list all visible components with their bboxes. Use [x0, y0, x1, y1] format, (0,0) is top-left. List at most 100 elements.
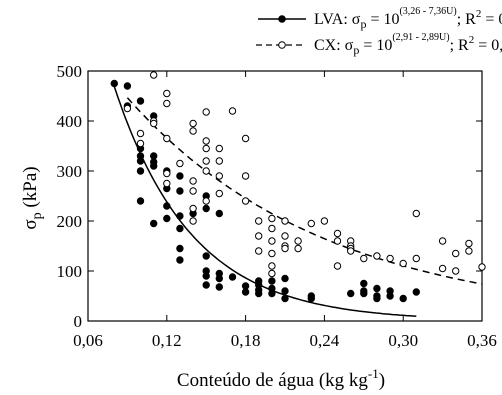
point-lva [268, 277, 276, 285]
point-lva [281, 294, 289, 303]
point-cx [255, 217, 263, 225]
point-cx [163, 134, 171, 143]
y-tick-label: 0 [74, 312, 83, 331]
point-cx [202, 144, 210, 153]
point-cx [333, 229, 342, 238]
point-lva [150, 152, 158, 160]
point-cx [163, 99, 171, 108]
point-lva [281, 287, 289, 295]
point-cx [163, 179, 171, 188]
point-cx [241, 134, 250, 143]
point-cx [215, 157, 224, 165]
point-lva [176, 224, 184, 233]
point-cx [268, 249, 276, 258]
point-cx [123, 104, 132, 113]
point-lva [347, 289, 355, 298]
point-cx [268, 262, 276, 270]
x-tick-label: 0,36 [467, 331, 497, 350]
point-cx [438, 264, 447, 273]
legend: LVA: σp = 10(3,26 - 7,36U); R2 = 0,88** … [256, 6, 502, 57]
point-cx [202, 108, 210, 116]
point-cx [136, 129, 145, 138]
point-lva [136, 197, 145, 205]
y-tick-label: 200 [57, 212, 83, 231]
point-cx [452, 267, 460, 275]
point-lva [202, 281, 210, 289]
point-cx [360, 254, 368, 263]
point-cx [150, 71, 158, 79]
point-cx [333, 237, 342, 245]
point-lva [373, 284, 381, 293]
x-tick-label: 0,30 [388, 331, 418, 350]
point-lva [360, 289, 368, 298]
point-cx [452, 249, 460, 258]
point-cx [281, 244, 289, 253]
point-lva [150, 219, 158, 228]
plot-frame [87, 70, 483, 322]
point-lva [268, 289, 276, 298]
point-cx [412, 254, 420, 263]
point-cx [399, 259, 407, 268]
point-lva [176, 256, 184, 264]
point-cx [215, 172, 224, 180]
point-cx [465, 247, 473, 255]
legend-lva-text: LVA: σp = 10(3,26 - 7,36U); R2 = 0,88** … [314, 6, 502, 31]
point-cx [189, 177, 197, 185]
point-lva [136, 97, 145, 105]
x-tick-label: 0,06 [73, 331, 103, 350]
fit-line-lva [113, 86, 417, 317]
point-cx [281, 217, 289, 225]
legend-entry-lva: LVA: σp = 10(3,26 - 7,36U); R2 = 0,88** … [258, 6, 502, 31]
point-lva [150, 162, 158, 170]
legend-cx-text: CX: σp = 10(2,91 - 2,89U); R2 = 0,73** (… [314, 32, 502, 57]
point-lva [281, 274, 289, 283]
x-tick-label: 0,12 [152, 331, 182, 350]
point-cx [255, 232, 263, 240]
point-cx [241, 197, 250, 205]
legend-lva-marker [278, 15, 286, 23]
y-tick-label: 500 [57, 62, 83, 81]
point-cx [347, 247, 355, 255]
point-cx [241, 172, 250, 180]
point-lva [176, 187, 184, 195]
point-cx [373, 252, 381, 260]
legend-entry-cx: CX: σp = 10(2,91 - 2,89U); R2 = 0,73** (… [256, 32, 502, 57]
point-cx [189, 119, 197, 128]
point-lva [176, 244, 184, 253]
point-cx [189, 204, 197, 213]
point-cx [189, 127, 197, 135]
fit-lines [113, 86, 483, 317]
point-lva [110, 79, 119, 88]
y-axis-label: σp (kPa) [20, 166, 45, 229]
point-lva [241, 282, 250, 290]
point-cx [255, 247, 263, 255]
point-cx [465, 239, 473, 248]
x-tick-label: 0,18 [231, 331, 261, 350]
point-lva [136, 167, 145, 175]
y-tick-label: 300 [57, 162, 83, 181]
legend-cx-marker [278, 41, 286, 49]
point-cx [386, 254, 394, 263]
point-cx [294, 244, 302, 253]
point-lva [360, 279, 368, 288]
point-cx [202, 137, 210, 145]
point-lva [241, 288, 250, 296]
point-cx [202, 197, 210, 205]
fit-line-cx [126, 97, 483, 285]
point-lva [399, 294, 407, 303]
x-axis-label: Conteúdo de água (kg kg-1) [177, 366, 385, 391]
point-cx [412, 209, 420, 218]
x-tick-label: 0,24 [310, 331, 340, 350]
data-points [110, 71, 486, 303]
axes: 0 100 200 300 400 500 0,06 0,12 0,18 0,24 0,30 0,36 [57, 62, 497, 350]
point-cx [202, 167, 210, 175]
point-cx [268, 214, 276, 223]
point-lva [163, 214, 171, 223]
point-lva [255, 289, 263, 298]
point-cx [163, 169, 171, 178]
point-lva [386, 292, 394, 300]
point-cx [189, 187, 197, 195]
point-lva [373, 294, 381, 303]
point-lva [215, 274, 224, 283]
point-cx [163, 89, 171, 98]
